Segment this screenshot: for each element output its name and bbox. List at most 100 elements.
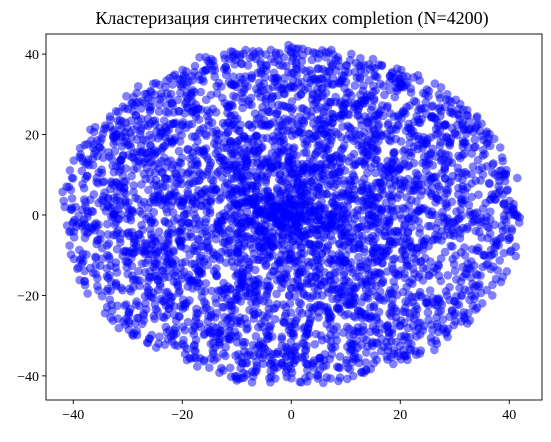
scatter-point — [121, 177, 131, 186]
scatter-point — [335, 167, 345, 176]
scatter-point — [134, 266, 143, 276]
scatter-point — [428, 101, 437, 110]
scatter-point — [281, 368, 291, 377]
scatter-point — [431, 124, 441, 134]
scatter-point — [78, 249, 88, 259]
scatter-point — [318, 165, 328, 174]
scatter-point — [123, 229, 132, 238]
scatter-point — [440, 165, 450, 175]
scatter-point — [280, 311, 290, 321]
y-tick-label: 40 — [25, 48, 39, 63]
scatter-point — [207, 118, 217, 127]
scatter-point — [324, 170, 334, 180]
scatter-point — [436, 83, 446, 92]
scatter-point — [306, 154, 315, 163]
scatter-point — [80, 266, 89, 276]
scatter-point — [359, 333, 368, 343]
scatter-point — [513, 173, 522, 183]
scatter-point — [480, 149, 490, 159]
scatter-point — [339, 292, 348, 302]
scatter-point — [252, 364, 261, 373]
scatter-point — [99, 177, 109, 186]
scatter-point — [457, 317, 466, 326]
scatter-point — [172, 329, 181, 338]
scatter-point — [99, 192, 108, 201]
scatter-point — [364, 269, 373, 279]
scatter-point — [212, 141, 221, 150]
scatter-point — [201, 223, 210, 233]
scatter-point — [92, 236, 102, 245]
scatter-point — [441, 102, 450, 112]
scatter-point — [174, 146, 184, 156]
scatter-point — [178, 304, 188, 313]
scatter-point — [181, 217, 190, 227]
scatter-point — [284, 40, 293, 50]
scatter-point — [201, 299, 211, 309]
x-tick-label: −40 — [62, 408, 84, 423]
scatter-point — [116, 155, 126, 165]
scatter-point — [247, 100, 256, 110]
scatter-point — [442, 202, 452, 212]
scatter-point — [474, 190, 483, 199]
scatter-point — [314, 190, 323, 200]
scatter-point — [137, 319, 147, 329]
scatter-point — [163, 157, 172, 167]
scatter-point — [364, 210, 374, 219]
scatter-point — [298, 199, 308, 208]
scatter-point — [238, 75, 247, 84]
scatter-point — [258, 322, 267, 332]
scatter-point — [270, 314, 280, 324]
scatter-point — [371, 86, 380, 95]
scatter-point — [140, 239, 150, 248]
scatter-point — [394, 164, 404, 173]
scatter-point — [454, 151, 463, 161]
scatter-point — [154, 159, 163, 168]
scatter-point — [153, 254, 163, 263]
scatter-point — [105, 112, 115, 121]
scatter-point — [378, 276, 388, 285]
scatter-point — [164, 235, 173, 245]
scatter-point — [270, 362, 279, 372]
scatter-point — [226, 136, 235, 146]
scatter-point — [495, 256, 505, 265]
scatter-point — [98, 129, 107, 139]
scatter-point — [376, 79, 385, 89]
scatter-point — [454, 104, 464, 114]
scatter-point — [347, 49, 356, 59]
scatter-point — [390, 226, 400, 236]
scatter-point — [144, 276, 153, 286]
scatter-point — [384, 164, 394, 174]
scatter-point — [321, 361, 331, 370]
scatter-point — [465, 210, 475, 220]
scatter-point — [381, 231, 391, 240]
scatter-point — [299, 290, 309, 300]
scatter-point — [222, 66, 232, 75]
scatter-point — [445, 295, 454, 305]
scatter-point — [144, 203, 153, 213]
scatter-point — [334, 304, 344, 313]
scatter-point — [485, 251, 495, 260]
scatter-point — [113, 301, 122, 311]
scatter-point — [315, 353, 324, 363]
scatter-point — [297, 232, 306, 241]
scatter-point — [165, 120, 175, 129]
scatter-point — [92, 177, 101, 187]
scatter-point — [379, 190, 388, 199]
scatter-point — [231, 351, 240, 360]
scatter-point — [362, 117, 372, 127]
scatter-point — [271, 50, 281, 60]
scatter-point — [104, 252, 114, 261]
scatter-point — [284, 155, 293, 164]
scatter-point — [206, 197, 216, 207]
scatter-point — [325, 271, 335, 281]
scatter-point — [262, 162, 272, 171]
scatter-point — [372, 72, 382, 82]
scatter-point — [450, 266, 460, 276]
scatter-point — [375, 319, 384, 328]
scatter-point — [141, 246, 151, 256]
scatter-point — [210, 355, 219, 365]
scatter-point — [408, 275, 417, 284]
scatter-point — [389, 112, 399, 121]
scatter-point — [372, 291, 382, 301]
scatter-point — [270, 200, 280, 210]
